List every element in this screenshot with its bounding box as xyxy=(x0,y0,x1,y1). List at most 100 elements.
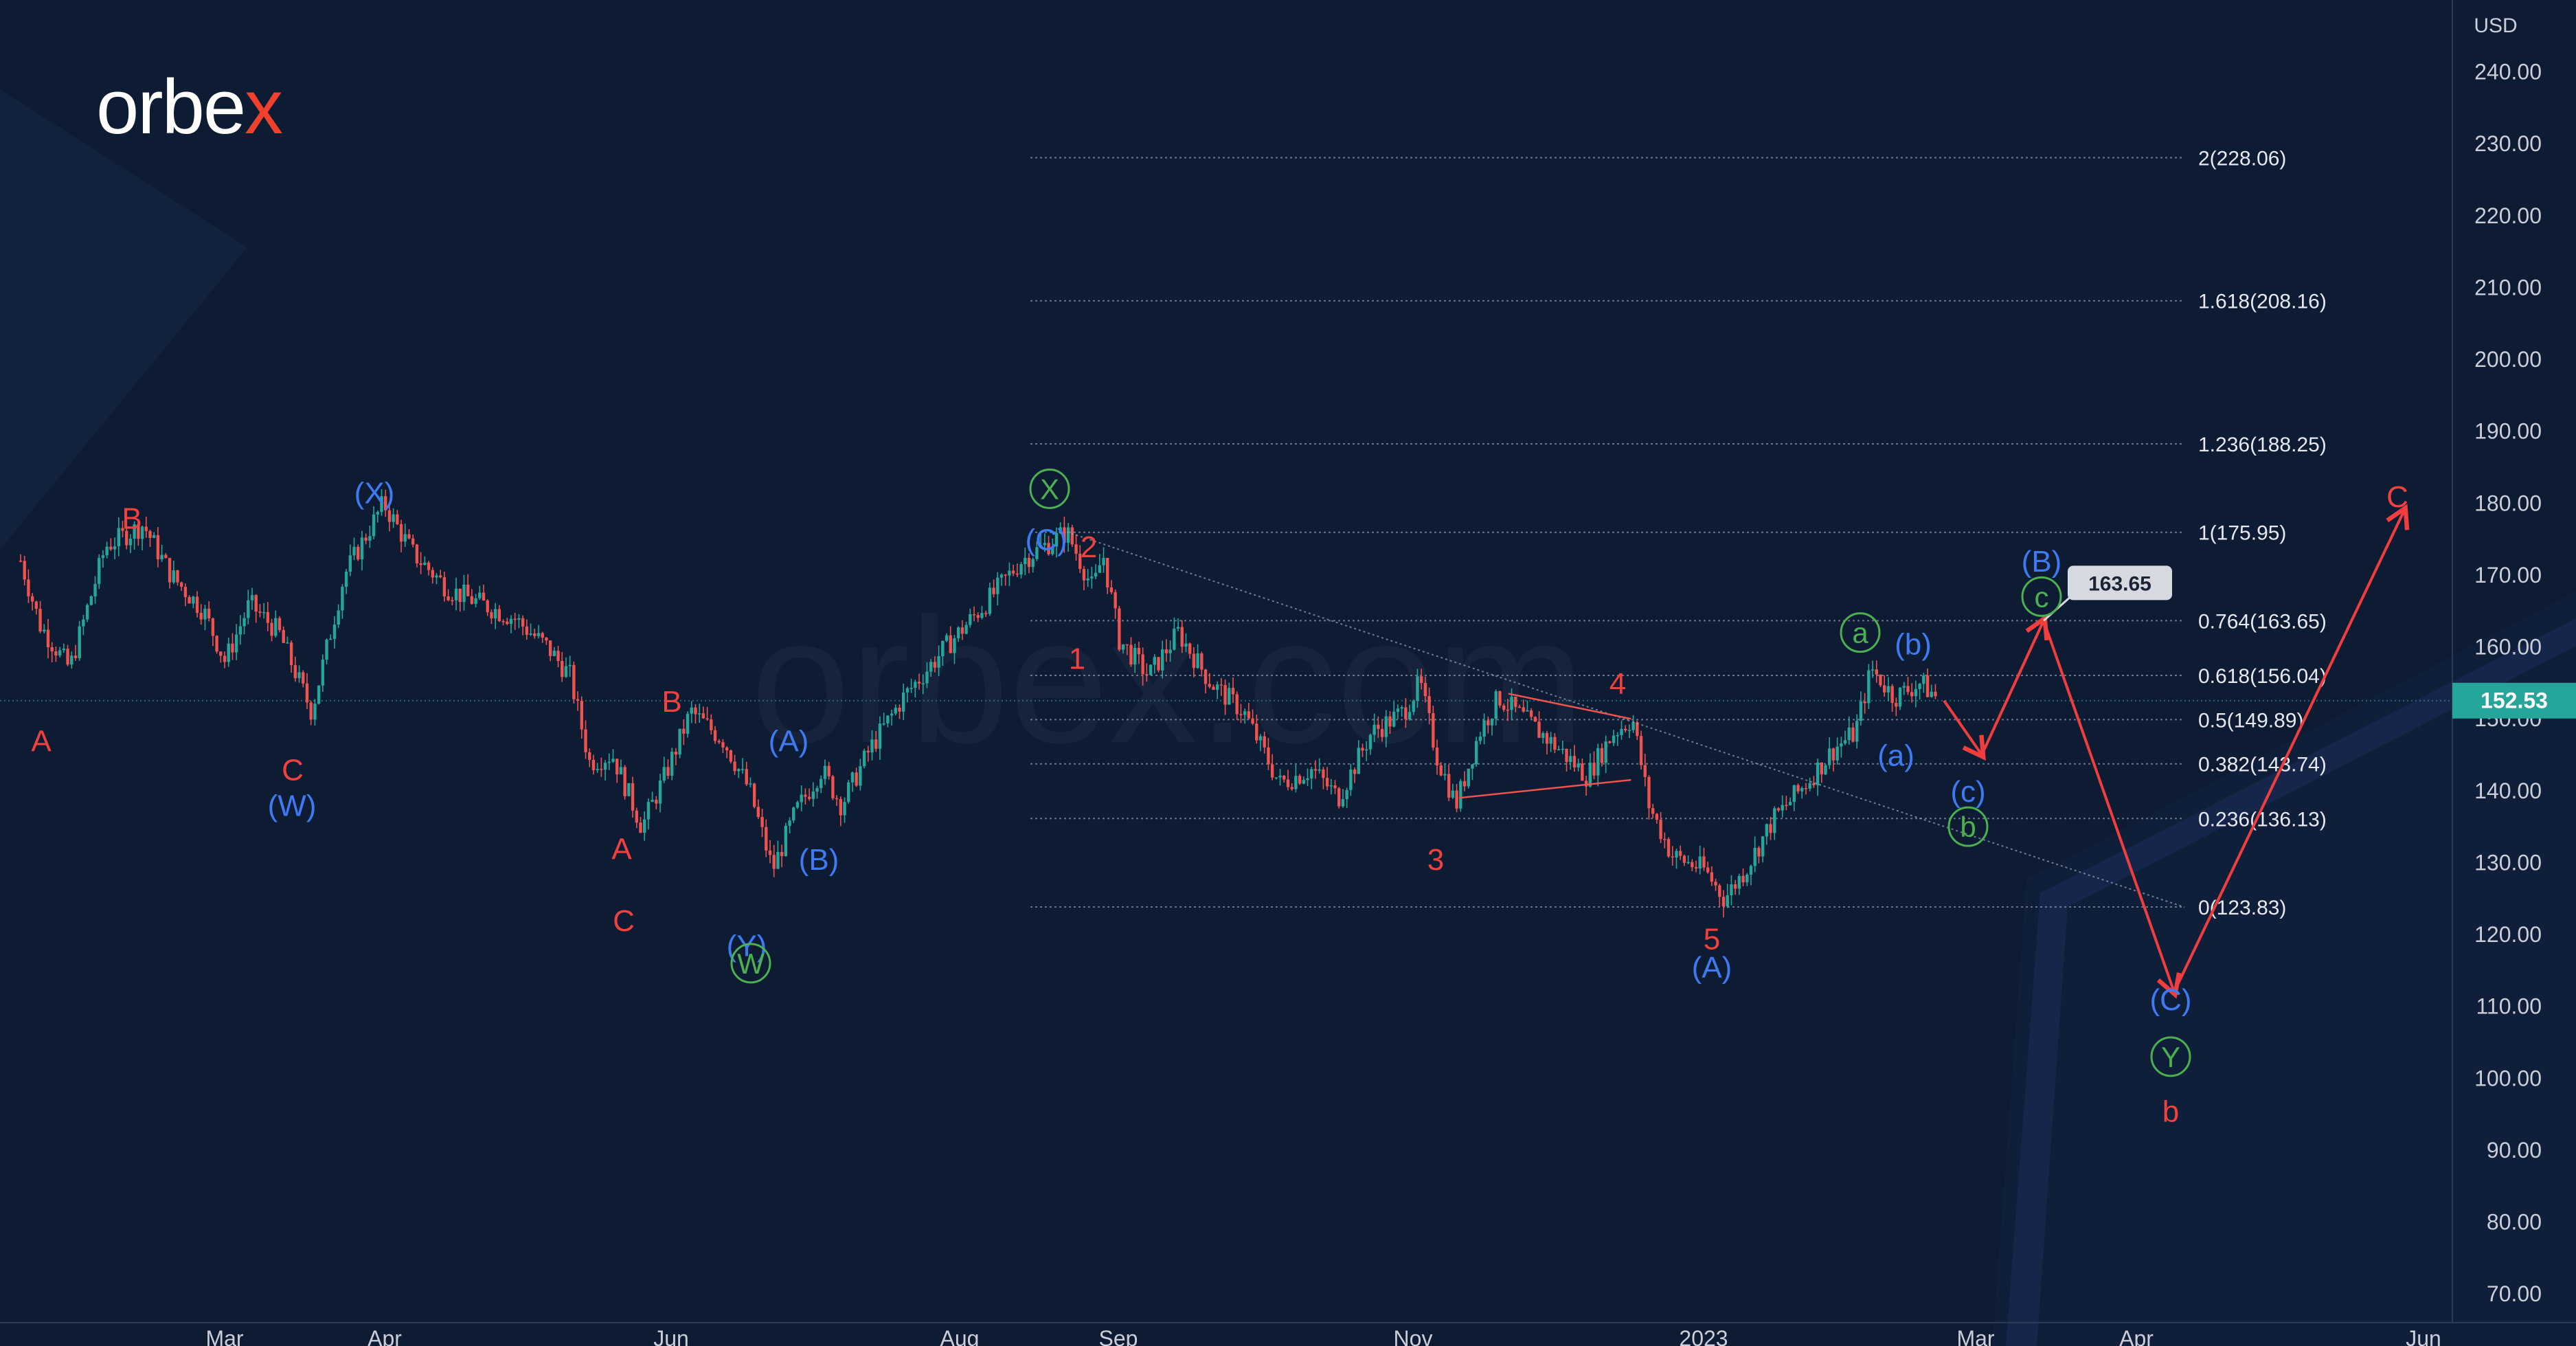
candle-body xyxy=(941,640,945,656)
candle-body xyxy=(1906,686,1910,693)
candle-body xyxy=(1432,713,1435,748)
candle-body xyxy=(800,794,803,803)
candle-body xyxy=(1636,722,1639,737)
candle-body xyxy=(788,820,791,826)
candle-body xyxy=(1063,527,1066,543)
candle-body xyxy=(274,618,278,636)
candle-body xyxy=(195,596,199,613)
candle-body xyxy=(74,655,78,658)
candle-body xyxy=(1761,836,1765,857)
candle-body xyxy=(1306,778,1309,781)
candle-body xyxy=(1133,647,1137,665)
candle-body xyxy=(937,655,940,668)
y-tick-label: 100.00 xyxy=(2474,1066,2542,1090)
wave-label: (A) xyxy=(769,725,809,759)
candle-body xyxy=(1082,569,1086,581)
candle-body xyxy=(623,767,626,796)
x-tick-label: Mar xyxy=(205,1326,243,1346)
candle-body xyxy=(1294,776,1298,789)
candle-body xyxy=(1592,763,1596,776)
candle-body xyxy=(176,570,179,583)
candle-body xyxy=(372,514,376,537)
candle-body xyxy=(1608,741,1612,743)
candle-body xyxy=(749,783,752,785)
candle-body xyxy=(1478,737,1482,741)
candle-body xyxy=(1698,856,1702,869)
candle-body xyxy=(105,546,109,556)
candle-body xyxy=(1098,565,1101,573)
candle-body xyxy=(1557,749,1561,750)
candle-body xyxy=(1255,724,1258,741)
y-tick-label: 210.00 xyxy=(2474,275,2542,300)
candle-body xyxy=(1423,682,1427,697)
candle-body xyxy=(1427,696,1431,713)
y-tick-label: 110.00 xyxy=(2476,994,2542,1019)
candle-body xyxy=(1109,587,1114,592)
candle-body xyxy=(1039,545,1043,548)
candle-body xyxy=(859,766,862,786)
candle-body xyxy=(1533,717,1537,722)
candle-body xyxy=(1785,805,1788,807)
wave-label: C xyxy=(2386,480,2408,514)
candle-body xyxy=(1925,675,1930,697)
candle-body xyxy=(1337,788,1341,807)
fib-grid: 2(228.06) 1.618(208.16) 1.236(188.25) 1(175… xyxy=(0,148,2452,919)
candle-body xyxy=(1471,764,1474,769)
candle-body xyxy=(1251,718,1254,724)
candle-body xyxy=(160,554,163,560)
candle-body xyxy=(886,715,890,724)
candle-body xyxy=(1663,839,1667,840)
candle-body xyxy=(737,769,741,772)
candle-body xyxy=(568,664,572,666)
wave-label: c xyxy=(2035,581,2049,613)
candle-body xyxy=(1572,756,1577,767)
candle-body xyxy=(183,587,188,598)
candle-body xyxy=(490,612,493,618)
candle-body xyxy=(827,765,831,776)
candle-body xyxy=(164,554,168,559)
y-tick-label: 160.00 xyxy=(2474,635,2542,660)
wave-label: (a) xyxy=(1877,739,1914,773)
candle-body xyxy=(1231,688,1235,695)
candle-body xyxy=(192,596,195,604)
candle-body xyxy=(234,634,238,653)
candle-body xyxy=(670,752,674,776)
candle-body xyxy=(1200,653,1204,670)
candle-body xyxy=(960,627,964,634)
candle-body xyxy=(1070,527,1074,545)
candle-body xyxy=(717,741,721,743)
candle-body xyxy=(1149,664,1153,675)
candle-body xyxy=(710,719,713,730)
candle-body xyxy=(38,609,42,632)
candle-body xyxy=(1380,728,1384,737)
candle-body xyxy=(1631,722,1635,730)
candle-body xyxy=(756,807,760,817)
candle-body xyxy=(1180,627,1184,647)
candle-body xyxy=(1675,851,1678,858)
projection-segment xyxy=(1943,699,1986,761)
candle-body xyxy=(1749,866,1753,875)
candle-body xyxy=(278,618,282,631)
candle-body xyxy=(1620,728,1623,735)
candle-body xyxy=(1624,728,1627,731)
candle-body xyxy=(1086,578,1089,581)
x-tick-label: Nov xyxy=(1394,1326,1433,1346)
candle-body xyxy=(93,583,97,596)
candle-body xyxy=(1345,789,1348,800)
candle-body xyxy=(658,780,662,804)
candle-body xyxy=(1121,644,1125,650)
candle-body xyxy=(266,612,270,623)
candle-body xyxy=(745,769,748,785)
candle-body xyxy=(969,614,972,625)
decor-shape xyxy=(1992,591,2576,1346)
callout-label: 163.65 xyxy=(2088,572,2151,595)
candle-body xyxy=(399,524,403,542)
candle-body xyxy=(1066,527,1070,543)
candle-body xyxy=(1510,697,1513,710)
candle-body xyxy=(823,765,827,779)
candle-body xyxy=(795,802,800,808)
candle-body xyxy=(85,605,89,620)
